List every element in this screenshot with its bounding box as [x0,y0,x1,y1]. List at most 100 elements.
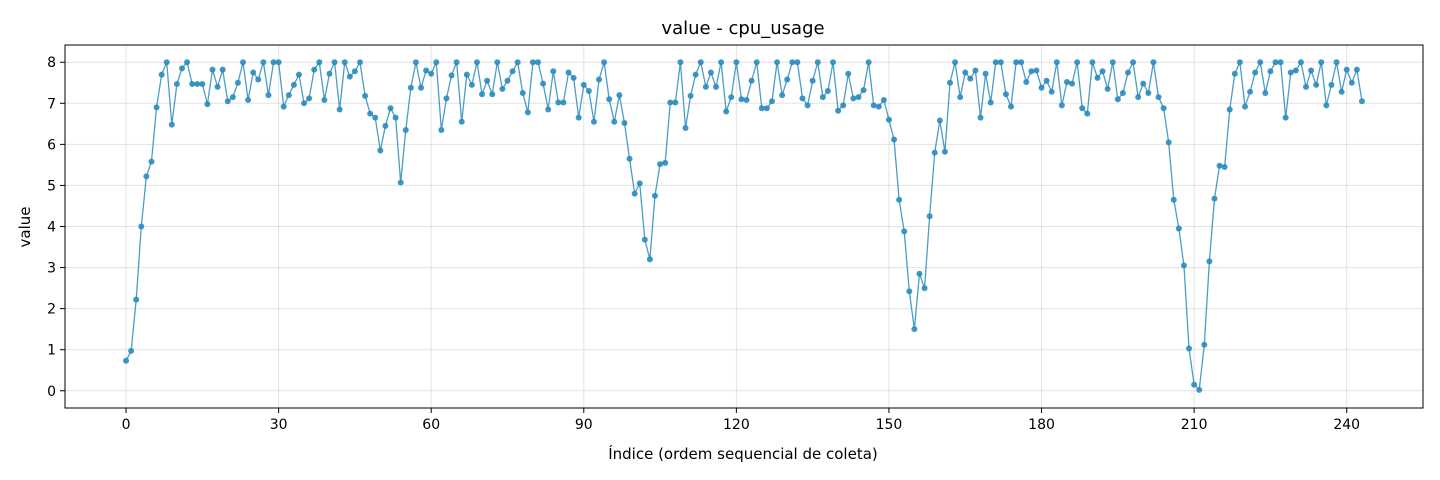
data-point [870,102,877,109]
data-point [1114,96,1121,103]
x-tick-label: 150 [876,417,903,433]
data-point [1094,74,1101,81]
data-point [1130,59,1137,66]
data-point [814,59,821,66]
data-point [1348,79,1355,86]
data-point [1287,69,1294,76]
data-point [855,94,862,101]
data-point [641,236,648,243]
data-point [1104,85,1111,92]
data-point [926,213,933,220]
data-point [351,68,358,75]
data-point [1241,103,1248,110]
data-point [128,347,135,354]
data-point [1247,88,1254,95]
data-point [214,83,221,90]
data-point [463,71,470,78]
data-point [199,81,206,88]
y-tick-label: 6 [47,137,56,153]
data-point [713,83,720,90]
data-point [1038,84,1045,91]
data-point [240,59,247,66]
data-point [875,103,882,110]
data-point [382,122,389,129]
data-point [580,81,587,88]
x-axis-label: Índice (ordem sequencial de coleta) [608,444,878,463]
data-point [1008,103,1015,110]
data-point [1343,66,1350,73]
data-point [1257,59,1264,66]
data-point [1318,59,1325,66]
data-point [631,190,638,197]
data-point [1145,90,1152,97]
data-point [306,95,313,102]
data-point [646,256,653,263]
x-axis: 0 30 60 90 120 150 180 210 240 [122,408,1360,433]
data-point [560,99,567,106]
data-point [1358,98,1365,105]
data-point [743,97,750,104]
x-tick-label: 120 [723,417,750,433]
data-point [977,114,984,121]
data-point [733,59,740,66]
data-point [768,98,775,105]
data-point [168,121,175,128]
data-point [372,114,379,121]
data-point [509,68,516,75]
data-point [952,59,959,66]
data-point [1262,90,1269,97]
x-tick-label: 30 [270,417,288,433]
data-point [1267,68,1274,75]
data-point [972,67,979,74]
data-point [1282,114,1289,121]
data-point [489,91,496,98]
data-point [1160,105,1167,112]
data-point [290,81,297,88]
data-point [260,59,267,66]
data-point [1191,381,1198,388]
data-point [621,120,628,127]
y-tick-label: 2 [47,302,56,318]
data-point [799,95,806,102]
data-point [901,228,908,235]
data-point [1236,59,1243,66]
data-point [1353,66,1360,73]
data-point [519,90,526,97]
data-point [723,108,730,115]
data-point [407,84,414,91]
data-point [967,75,974,82]
data-point [880,97,887,104]
data-point [1303,83,1310,90]
data-point [1328,81,1335,88]
data-point [921,285,928,292]
data-point [611,118,618,125]
data-point [682,124,689,131]
data-point [962,69,969,76]
data-point [453,59,460,66]
data-point [133,296,140,303]
data-point [402,127,409,133]
data-point [438,127,445,133]
data-point [428,70,435,77]
data-point [178,65,185,72]
data-point [987,99,994,106]
data-point [916,270,923,277]
data-point [295,71,302,78]
data-point [311,66,318,73]
data-point [1079,105,1086,112]
data-point [433,59,440,66]
data-point [336,106,343,113]
data-point [1216,162,1223,169]
data-point [906,288,913,295]
data-point [1028,68,1035,75]
data-point [224,98,231,105]
data-point [473,59,480,66]
data-point [1109,59,1116,66]
data-point [499,85,506,92]
data-point [163,59,170,66]
data-point [524,109,531,116]
data-point [896,196,903,203]
data-point [1150,59,1157,66]
